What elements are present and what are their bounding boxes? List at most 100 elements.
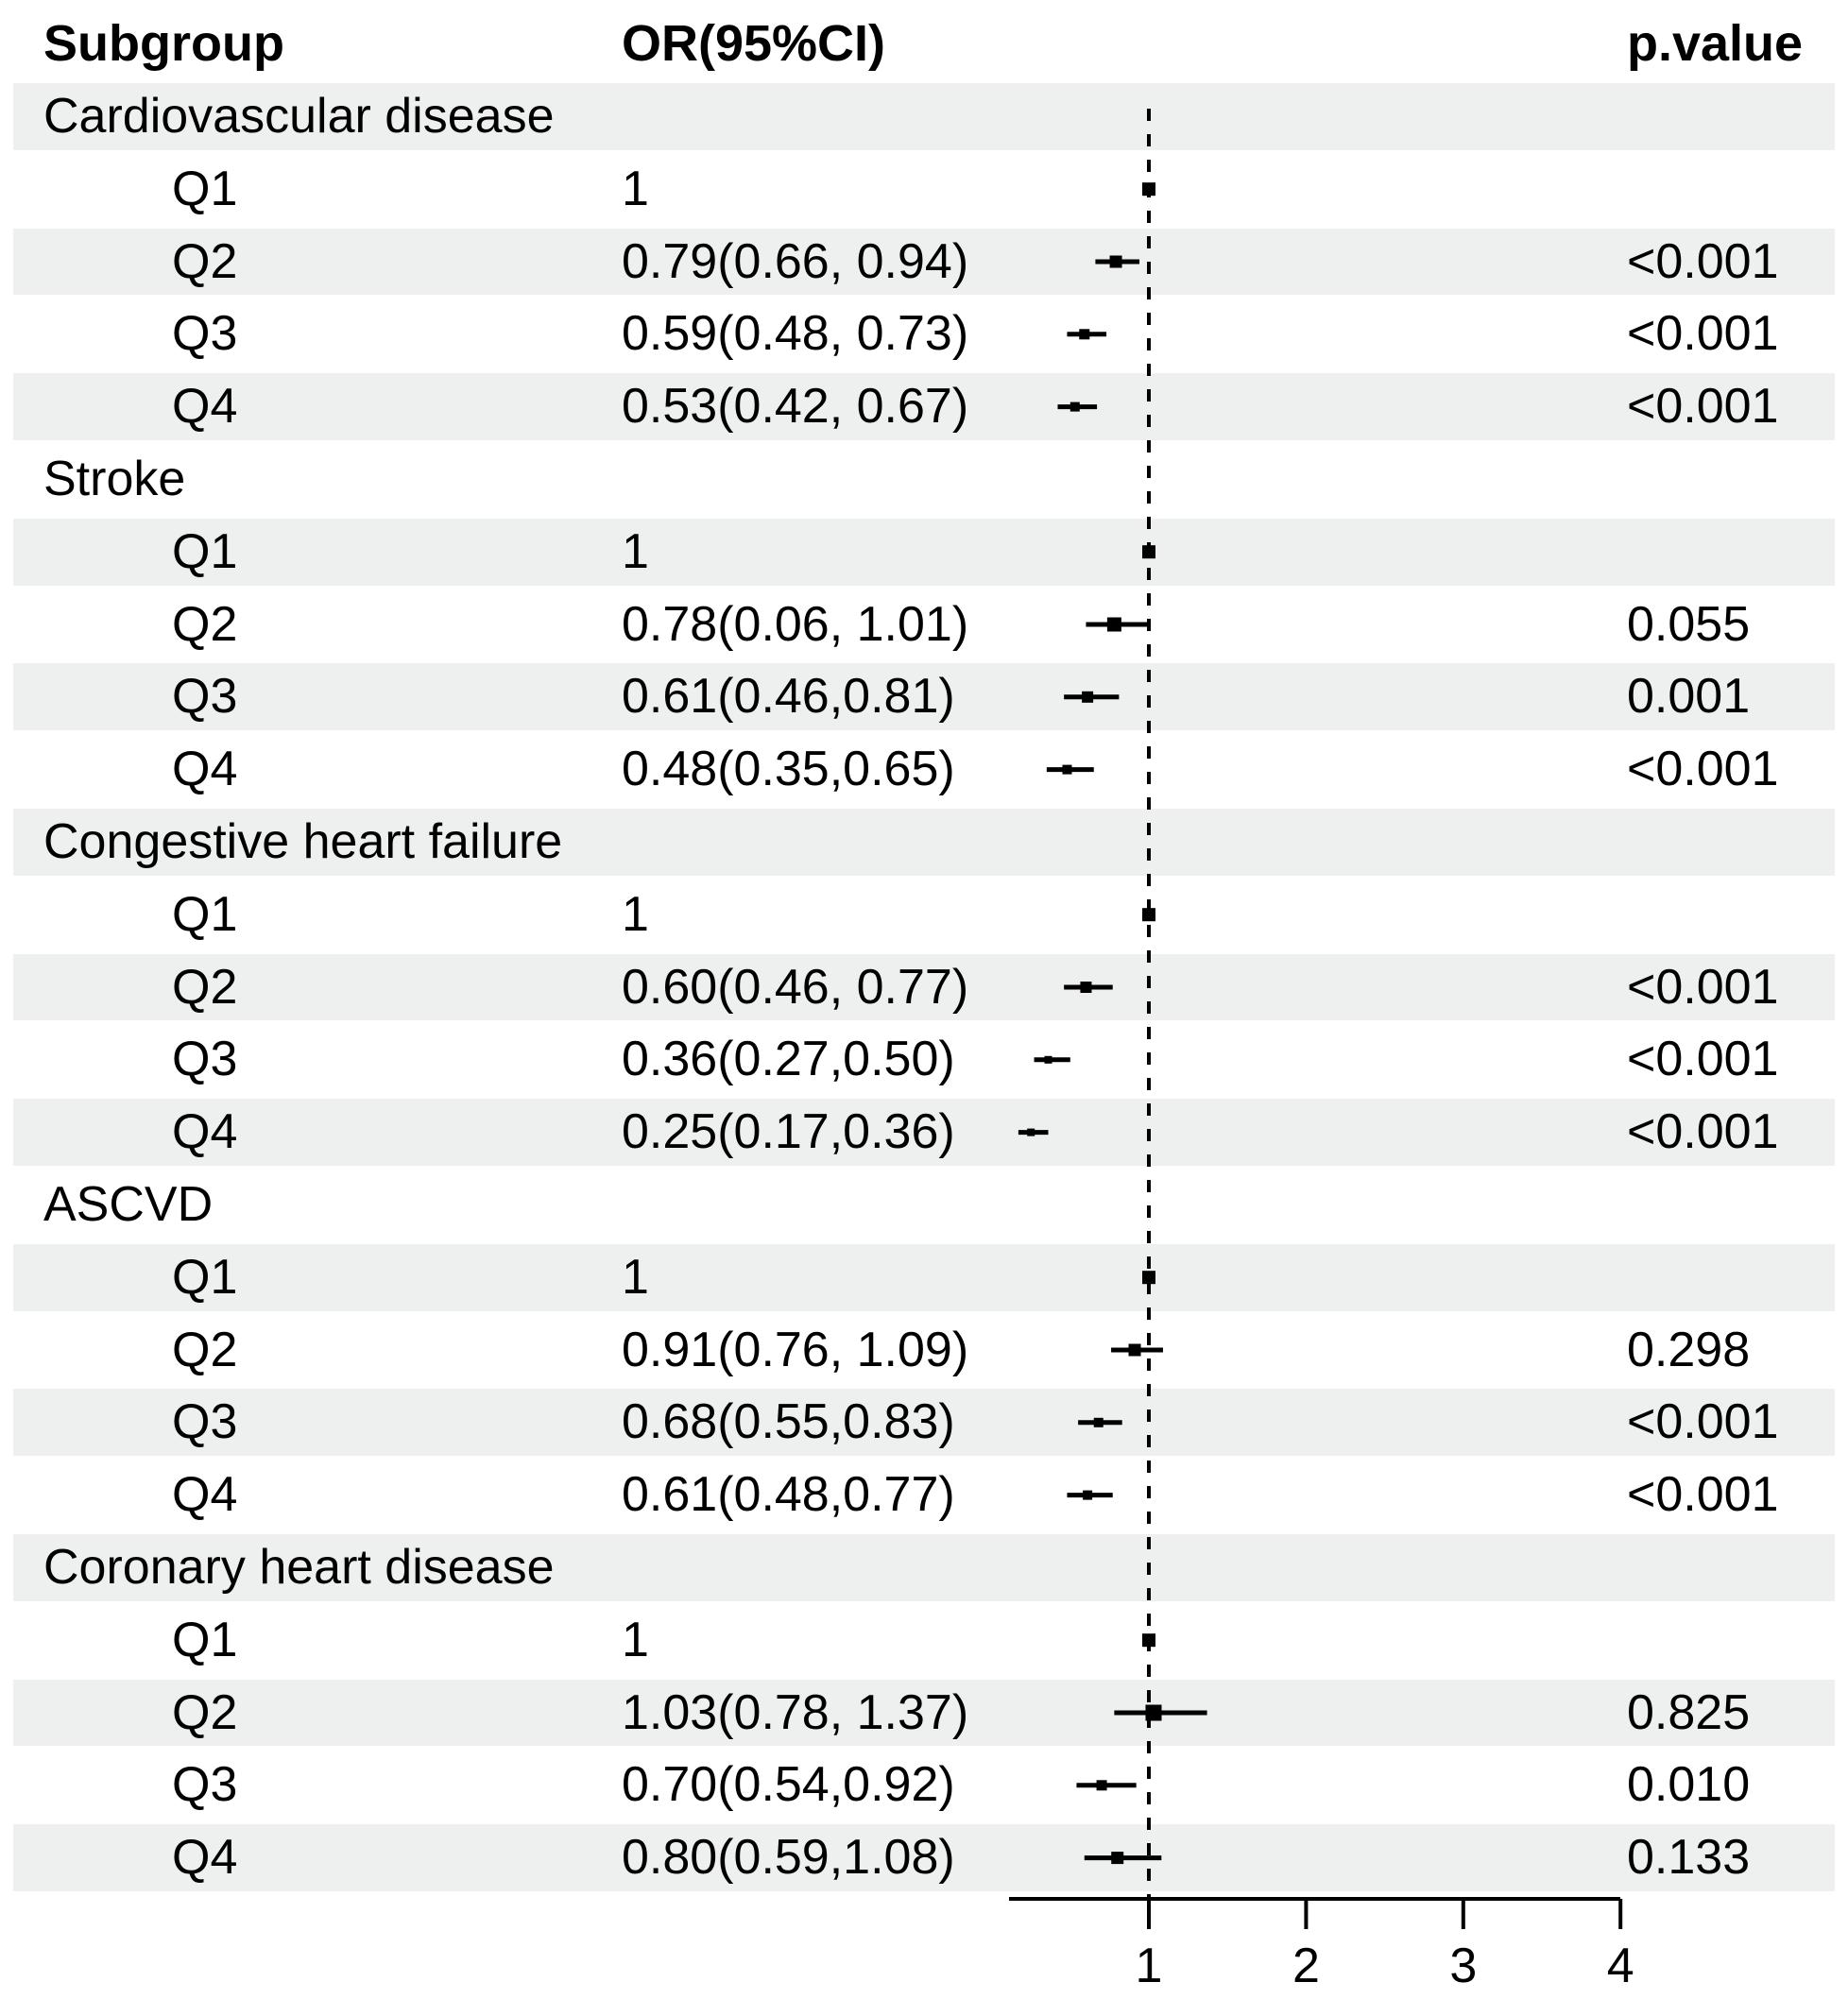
row-shading-band [13, 953, 1835, 1021]
row-shading-band [13, 518, 1835, 586]
or-ci-value: 1 [622, 1249, 649, 1305]
quartile-label: Q4 [172, 379, 238, 435]
point-estimate-marker [1069, 402, 1080, 412]
p-value: <0.001 [1627, 1104, 1779, 1160]
column-header-subgroup: Subgroup [43, 15, 284, 72]
point-estimate-marker [1027, 1128, 1035, 1136]
quartile-label: Q4 [172, 1467, 238, 1523]
quartile-label: Q2 [172, 959, 238, 1015]
point-estimate-marker [1142, 1271, 1155, 1285]
x-axis-tick-label: 4 [1607, 1939, 1634, 1993]
row-shading-band [13, 1534, 1835, 1601]
quartile-label: Q3 [172, 669, 238, 725]
row-shading-band [13, 663, 1835, 731]
or-ci-value: 0.48(0.35,0.65) [622, 742, 955, 797]
or-ci-value: 0.61(0.48,0.77) [622, 1467, 955, 1523]
row-shading-band [13, 1243, 1835, 1311]
p-value: 0.055 [1627, 596, 1751, 652]
section-label: Coronary heart disease [43, 1540, 555, 1595]
or-ci-value: 1 [622, 161, 649, 216]
or-ci-value: 0.59(0.48, 0.73) [622, 306, 969, 362]
section-label: Stroke [43, 452, 186, 506]
quartile-label: Q2 [172, 1684, 238, 1740]
p-value: <0.001 [1627, 1032, 1779, 1087]
row-shading-band [13, 83, 1835, 150]
or-ci-value: 0.70(0.54,0.92) [622, 1757, 955, 1813]
quartile-label: Q3 [172, 1032, 238, 1087]
or-ci-value: 0.53(0.42, 0.67) [622, 379, 969, 435]
x-axis-tick-label: 3 [1449, 1939, 1477, 1993]
p-value: <0.001 [1627, 742, 1779, 797]
quartile-label: Q1 [172, 1249, 238, 1305]
row-shading-band [13, 1389, 1835, 1457]
or-ci-value: 0.80(0.59,1.08) [622, 1830, 955, 1886]
row-shading-band [13, 373, 1835, 440]
or-ci-value: 1.03(0.78, 1.37) [622, 1684, 969, 1740]
quartile-label: Q3 [172, 1757, 238, 1813]
p-value: <0.001 [1627, 379, 1779, 435]
quartile-label: Q4 [172, 742, 238, 797]
quartile-label: Q2 [172, 596, 238, 652]
point-estimate-marker [1111, 1852, 1124, 1865]
quartile-label: Q1 [172, 523, 238, 579]
point-estimate-marker [1142, 182, 1155, 196]
or-ci-value: 0.60(0.46, 0.77) [622, 959, 969, 1015]
quartile-label: Q1 [172, 1612, 238, 1667]
point-estimate-marker [1142, 1633, 1155, 1648]
or-ci-value: 0.36(0.27,0.50) [622, 1032, 955, 1087]
p-value: 0.133 [1627, 1830, 1751, 1886]
quartile-label: Q3 [172, 306, 238, 362]
or-ci-value: 1 [622, 523, 649, 579]
p-value: 0.825 [1627, 1684, 1751, 1740]
row-shading-band [13, 1679, 1835, 1747]
x-axis-tick-label: 1 [1136, 1939, 1163, 1993]
p-value: 0.010 [1627, 1757, 1751, 1813]
or-ci-value: 0.25(0.17,0.36) [622, 1104, 955, 1160]
or-ci-value: 1 [622, 1612, 649, 1667]
point-estimate-marker [1062, 764, 1072, 775]
row-shading-band [13, 809, 1835, 876]
point-estimate-marker [1142, 545, 1155, 559]
quartile-label: Q3 [172, 1394, 238, 1450]
point-estimate-marker [1145, 1704, 1162, 1721]
quartile-label: Q1 [172, 161, 238, 216]
or-ci-value: 0.79(0.66, 0.94) [622, 233, 969, 289]
point-estimate-marker [1079, 329, 1090, 340]
quartile-label: Q2 [172, 1322, 238, 1377]
point-estimate-marker [1106, 617, 1121, 632]
section-label: Cardiovascular disease [43, 89, 555, 144]
column-header-p-value: p.value [1627, 15, 1804, 72]
column-header-or-ci: OR(95%CI) [622, 15, 886, 72]
or-ci-value: 0.78(0.06, 1.01) [622, 596, 969, 652]
quartile-label: Q4 [172, 1104, 238, 1160]
point-estimate-marker [1044, 1055, 1052, 1064]
p-value: <0.001 [1627, 959, 1779, 1015]
point-estimate-marker [1083, 1490, 1093, 1500]
p-value: <0.001 [1627, 1467, 1779, 1523]
point-estimate-marker [1080, 982, 1092, 993]
row-shading-band [13, 228, 1835, 296]
point-estimate-marker [1128, 1343, 1141, 1357]
quartile-label: Q4 [172, 1830, 238, 1886]
point-estimate-marker [1142, 908, 1155, 922]
row-shading-band [13, 1099, 1835, 1166]
p-value: <0.001 [1627, 306, 1779, 362]
p-value: 0.001 [1627, 669, 1751, 725]
or-ci-value: 0.91(0.76, 1.09) [622, 1322, 969, 1377]
or-ci-value: 1 [622, 886, 649, 942]
quartile-label: Q2 [172, 233, 238, 289]
point-estimate-marker [1109, 255, 1122, 268]
point-estimate-marker [1093, 1417, 1104, 1427]
or-ci-value: 0.61(0.46,0.81) [622, 669, 955, 725]
point-estimate-marker [1096, 1780, 1107, 1791]
p-value: <0.001 [1627, 1394, 1779, 1450]
section-label: Congestive heart failure [43, 814, 563, 869]
section-label: ASCVD [43, 1177, 214, 1232]
row-shading-band [13, 1824, 1835, 1891]
or-ci-value: 0.68(0.55,0.83) [622, 1394, 955, 1450]
quartile-label: Q1 [172, 886, 238, 942]
